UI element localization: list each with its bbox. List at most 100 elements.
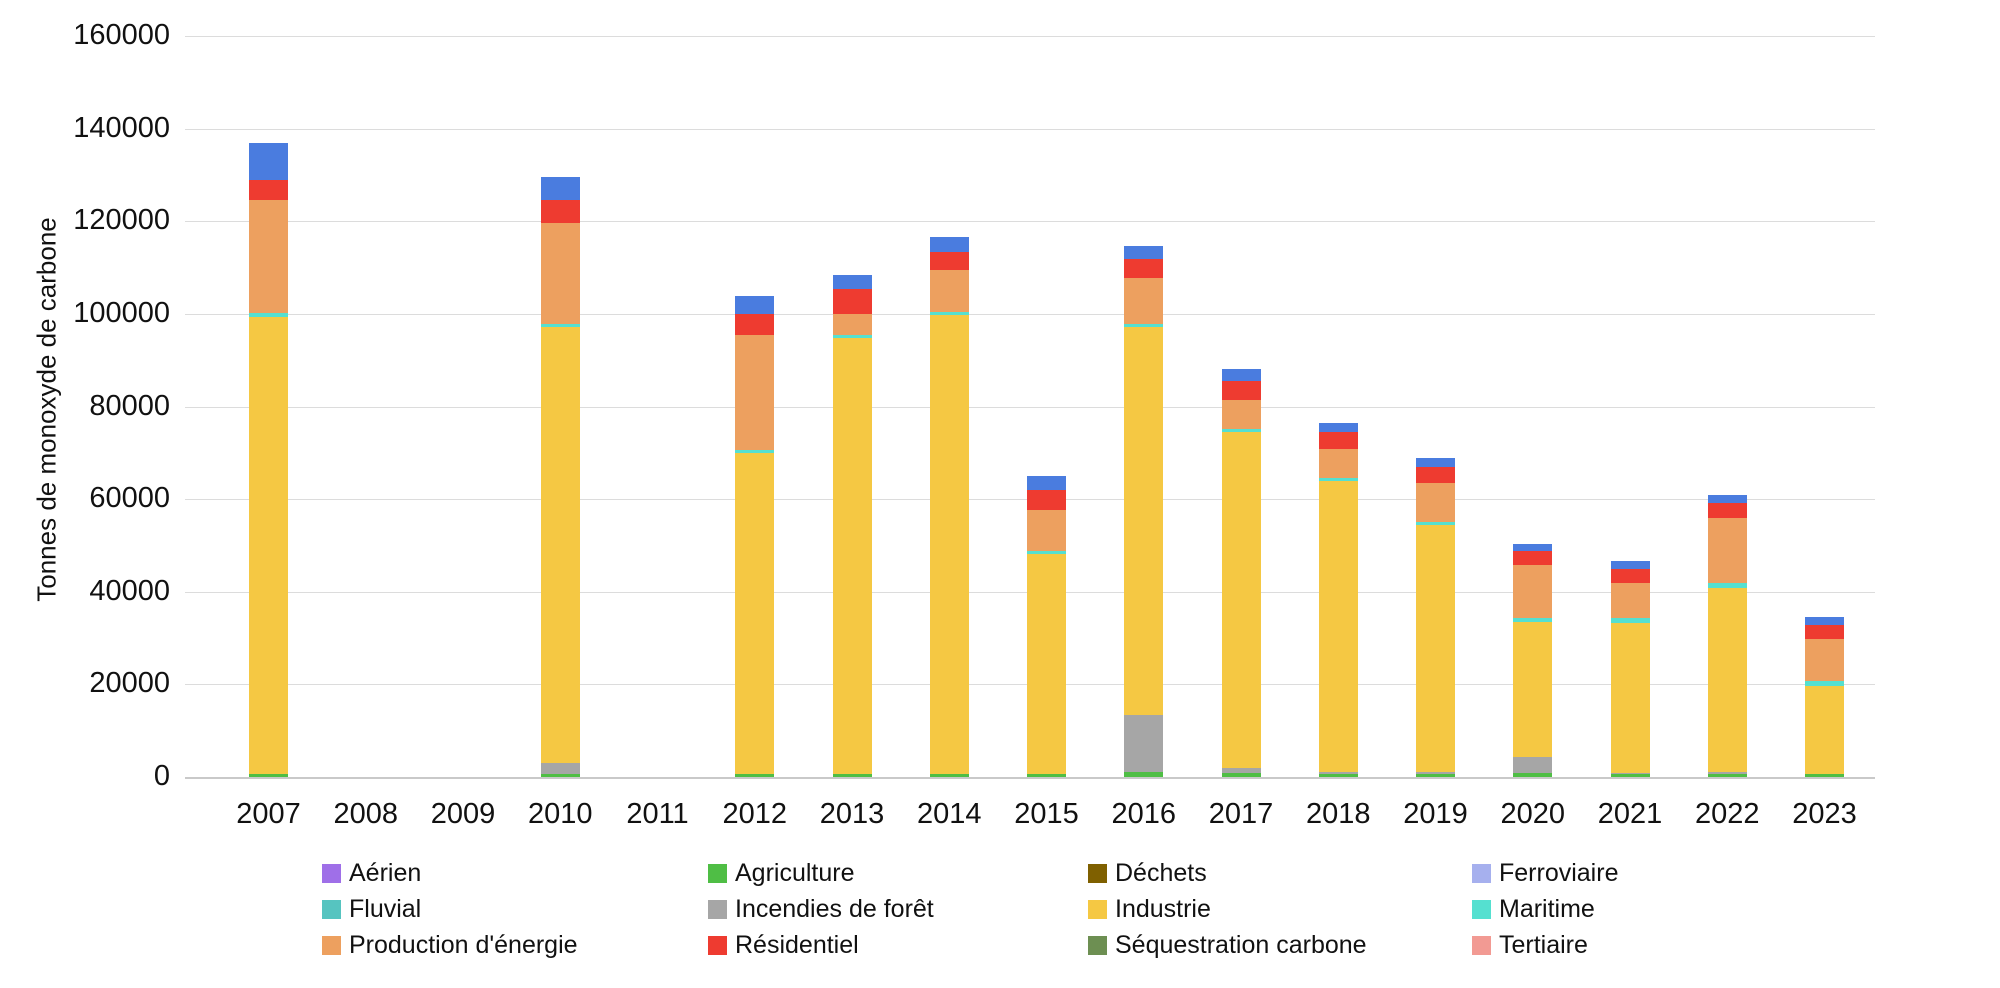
bar-segment-industrie xyxy=(1027,553,1066,775)
x-tick-label: 2007 xyxy=(236,798,301,830)
bar-segment-agriculture xyxy=(1513,773,1553,777)
bar-segment-maritime xyxy=(1318,477,1358,482)
bar-segment-industrie xyxy=(735,452,775,775)
bar-segment-r-sidentiel xyxy=(1027,489,1066,510)
bar-segment-industrie xyxy=(929,315,969,775)
bar-segment-agriculture xyxy=(249,774,288,777)
legend-swatch xyxy=(708,935,727,955)
bar-segment-incendies-de-for-t xyxy=(1416,771,1455,774)
bar-segment-r-sidentiel xyxy=(1610,569,1650,583)
legend-label: Fluvial xyxy=(349,894,422,923)
bar-segment-routier xyxy=(735,295,775,314)
bar-segment-production-d-nergie xyxy=(1416,483,1455,522)
legend-label: Incendies de forêt xyxy=(735,894,934,923)
legend-label: Maritime xyxy=(1499,894,1595,923)
bar-segment-production-d-nergie xyxy=(1513,564,1553,618)
bar-segment-agriculture xyxy=(832,774,872,777)
bar-segment-routier xyxy=(832,275,872,289)
y-tick-label: 140000 xyxy=(73,111,170,144)
bar-segment-maritime xyxy=(1124,324,1164,328)
legend-swatch xyxy=(322,899,341,919)
bar-segment-r-sidentiel xyxy=(1805,625,1844,640)
bar-segment-maritime xyxy=(1416,521,1455,526)
bar-segment-industrie xyxy=(832,337,872,775)
x-tick-label: 2017 xyxy=(1208,798,1274,830)
bar-segment-routier xyxy=(1610,561,1650,570)
legend-label: Agriculture xyxy=(735,858,855,887)
bar-segment-routier xyxy=(1124,245,1164,259)
bar-segment-maritime xyxy=(249,313,288,317)
y-gridline xyxy=(185,406,1875,408)
legend-swatch xyxy=(1472,935,1491,955)
bar-segment-agriculture xyxy=(540,774,580,777)
bar-segment-industrie xyxy=(1416,525,1455,772)
bar-segment-maritime xyxy=(1221,428,1261,432)
bar-segment-agriculture xyxy=(1805,773,1844,777)
bar-segment-maritime xyxy=(1707,582,1747,588)
bar-segment-agriculture xyxy=(1027,774,1066,777)
y-tick-label: 100000 xyxy=(73,296,170,329)
bar-segment-routier xyxy=(540,176,580,200)
legend-item: Séquestration carbone xyxy=(1088,930,1367,960)
bar-segment-agriculture xyxy=(1318,773,1358,777)
legend-label: Aérien xyxy=(349,858,422,887)
bar-segment-production-d-nergie xyxy=(1124,277,1164,325)
bar-segment-industrie xyxy=(1318,481,1358,773)
bar-segment-routier xyxy=(1221,368,1261,381)
y-gridline xyxy=(185,36,1875,37)
x-tick-label: 2011 xyxy=(626,798,689,830)
legend-swatch xyxy=(1088,899,1107,919)
legend-item: Maritime xyxy=(1472,894,1595,924)
bar-segment-routier xyxy=(1805,617,1844,626)
y-gridline xyxy=(185,128,1875,130)
bar-segment-incendies-de-for-t xyxy=(1513,757,1553,774)
legend-item: Aérien xyxy=(322,858,421,888)
y-tick-label: 0 xyxy=(153,760,170,792)
y-tick-label: 120000 xyxy=(73,204,170,237)
y-gridline xyxy=(185,221,1875,223)
y-gridline xyxy=(185,313,1875,315)
x-axis-line xyxy=(185,776,1875,779)
bar-segment-maritime xyxy=(1805,680,1844,687)
bar-segment-r-sidentiel xyxy=(540,199,580,223)
x-tick-label: 2010 xyxy=(527,798,593,830)
legend-item: Incendies de forêt xyxy=(708,894,934,924)
bar-segment-r-sidentiel xyxy=(1124,258,1164,278)
bar-segment-r-sidentiel xyxy=(1416,467,1455,484)
y-tick-label: 20000 xyxy=(89,667,170,700)
bar-segment-production-d-nergie xyxy=(1027,509,1066,551)
bar-segment-incendies-de-for-t xyxy=(1610,772,1650,774)
bar-segment-routier xyxy=(1027,475,1066,490)
bar-segment-agriculture xyxy=(929,774,969,777)
legend-label: Tertiaire xyxy=(1499,930,1588,959)
bar-segment-maritime xyxy=(735,449,775,453)
bar-segment-routier xyxy=(1707,494,1747,503)
bar-segment-routier xyxy=(1513,544,1553,552)
bar-segment-maritime xyxy=(1513,617,1553,623)
legend-label: Séquestration carbone xyxy=(1115,930,1367,959)
legend-item: Résidentiel xyxy=(708,930,859,960)
bar-segment-agriculture xyxy=(1416,773,1455,777)
bar-segment-agriculture xyxy=(1221,773,1261,777)
bar-segment-incendies-de-for-t xyxy=(1221,767,1261,774)
y-tick-label: 40000 xyxy=(89,574,170,607)
bar-segment-routier xyxy=(1416,457,1455,468)
legend-item: Déchets xyxy=(1088,858,1207,888)
legend-label: Déchets xyxy=(1115,858,1207,887)
legend-swatch xyxy=(708,863,727,883)
legend-swatch xyxy=(1472,899,1491,919)
bar-segment-production-d-nergie xyxy=(832,313,872,336)
x-tick-label: 2023 xyxy=(1792,798,1857,830)
x-tick-label: 2014 xyxy=(916,798,982,830)
x-tick-label: 2008 xyxy=(333,798,398,830)
bar-segment-incendies-de-for-t xyxy=(1124,715,1164,773)
legend-swatch xyxy=(1088,935,1107,955)
bar-segment-production-d-nergie xyxy=(540,222,580,324)
bar-segment-r-sidentiel xyxy=(1318,431,1358,449)
legend-item: Production d'énergie xyxy=(322,930,578,960)
bar-segment-r-sidentiel xyxy=(1221,380,1261,400)
legend-item: Tertiaire xyxy=(1472,930,1588,960)
bar-segment-industrie xyxy=(249,316,288,775)
bar-segment-maritime xyxy=(832,335,872,338)
bar-segment-routier xyxy=(1318,423,1358,432)
